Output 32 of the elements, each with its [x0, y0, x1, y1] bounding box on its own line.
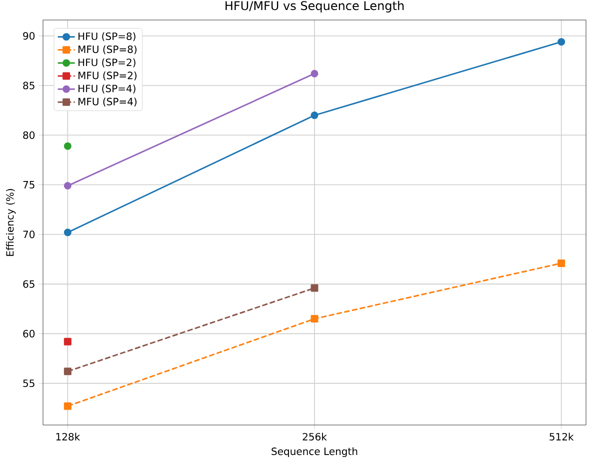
point — [64, 402, 72, 410]
x-tick-label: 256k — [302, 432, 327, 441]
y-tick-label: 70 — [23, 230, 35, 238]
point — [310, 315, 318, 323]
x-tick-label: 512k — [550, 432, 574, 441]
y-tick-label: 60 — [23, 330, 35, 338]
y-tick-label: 90 — [23, 32, 35, 40]
point — [64, 182, 72, 190]
x-tick-label: 128k — [56, 432, 80, 441]
legend-label: HFU (SP=8) — [78, 32, 136, 42]
y-tick-label: 65 — [23, 280, 34, 288]
y-tick-label: 55 — [23, 380, 34, 388]
point — [64, 338, 72, 346]
point — [64, 368, 72, 376]
point — [310, 284, 318, 292]
x-axis-title: Sequence Length — [272, 447, 358, 458]
y-axis-title: Efficiency (%) — [6, 189, 16, 256]
y-tick-label: 85 — [23, 82, 34, 90]
y-tick-label: 75 — [23, 181, 34, 188]
chart-title: HFU/MFU vs Sequence Length — [226, 0, 404, 12]
legend-label: MFU (SP=2) — [78, 71, 136, 80]
point — [64, 228, 72, 236]
point — [558, 38, 566, 46]
point — [310, 112, 318, 120]
point — [310, 70, 318, 78]
legend-label: MFU (SP=4) — [78, 98, 136, 107]
legend-label: HFU (SP=2) — [78, 58, 136, 68]
y-tick-label: 80 — [23, 131, 35, 139]
point — [64, 142, 72, 150]
legend-label: MFU (SP=8) — [78, 45, 136, 54]
point — [558, 259, 566, 267]
legend-label: HFU (SP=4) — [78, 84, 136, 94]
